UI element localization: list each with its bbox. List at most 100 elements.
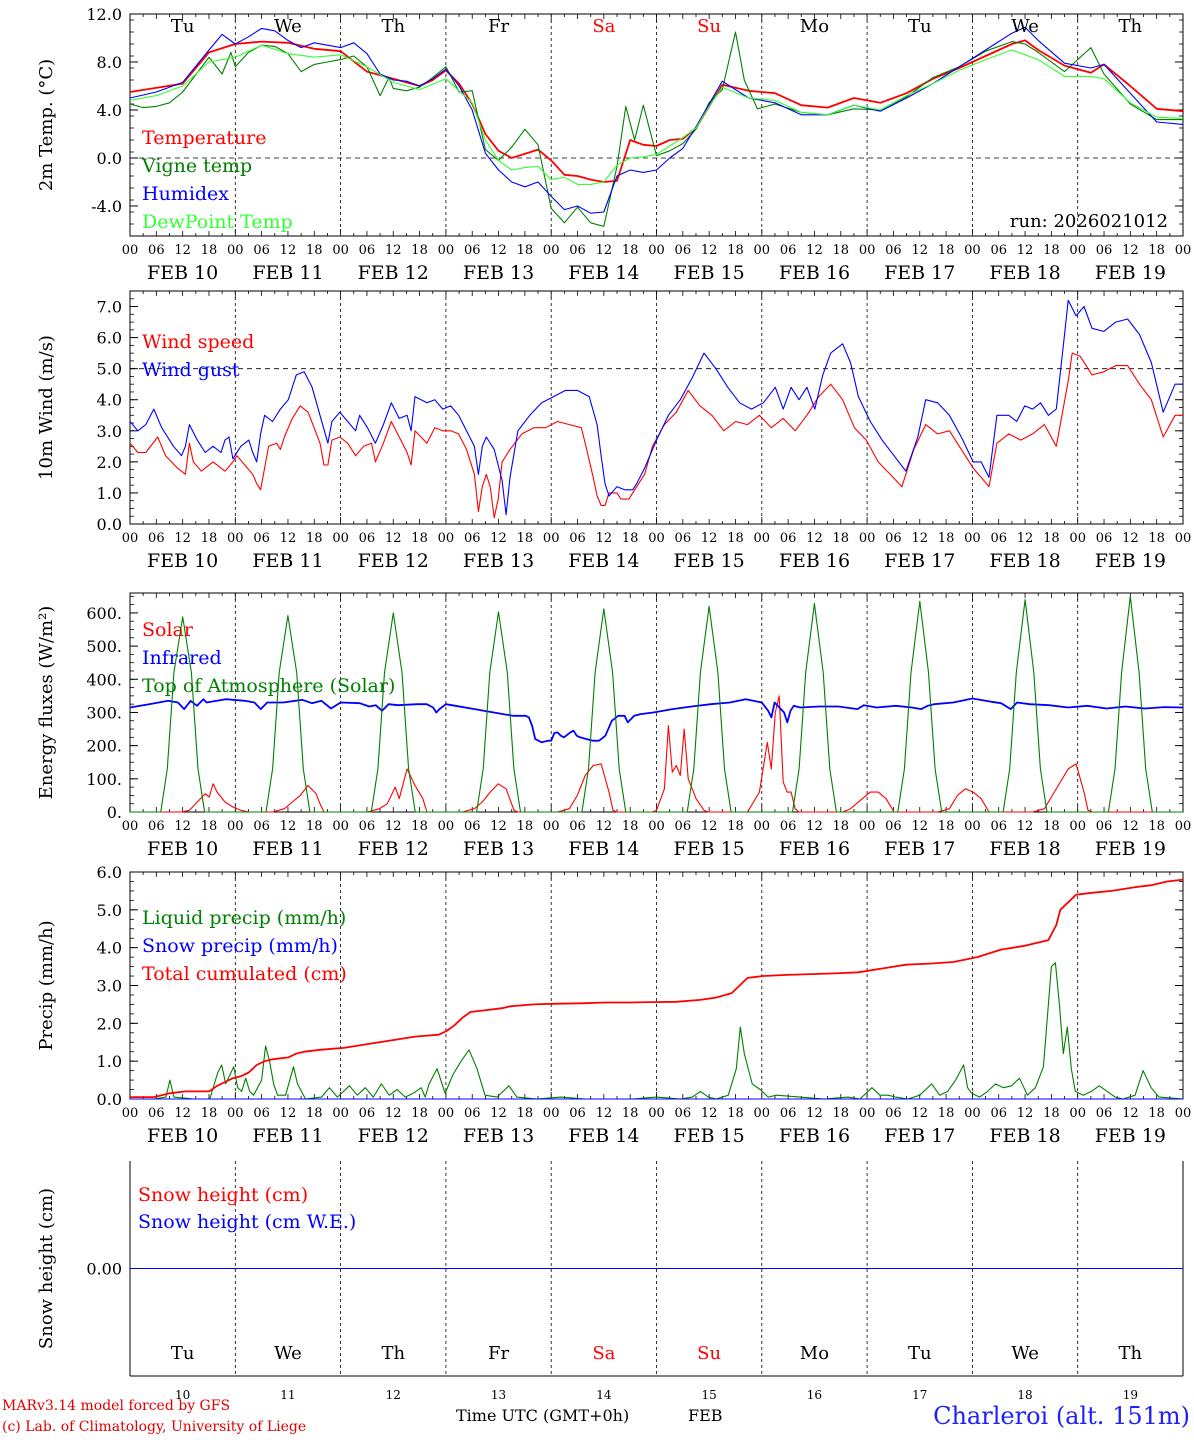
- hour-tick-label: 06: [569, 819, 586, 834]
- hour-tick-label: 06: [780, 819, 797, 834]
- y-tick-label: 100.: [86, 770, 122, 789]
- hour-tick-label: 00: [227, 243, 244, 258]
- run-label: run: 2026021012: [1010, 211, 1168, 232]
- day-number-label: 13: [491, 1388, 506, 1402]
- date-label: FEB 10: [147, 262, 218, 284]
- weekday-label: Fr: [488, 1343, 509, 1364]
- hour-tick-label: 00: [1175, 243, 1192, 258]
- weekday-label: We: [274, 1343, 302, 1364]
- date-label: FEB 19: [1095, 838, 1166, 860]
- hour-tick-label: 18: [833, 243, 850, 258]
- lab-credit: (c) Lab. of Climatology, University of L…: [2, 1419, 307, 1435]
- model-credit: MARv3.14 model forced by GFS: [2, 1398, 231, 1414]
- hour-tick-label: 18: [411, 1106, 428, 1121]
- y-tick-label: 2.0: [97, 1014, 122, 1033]
- y-axis-label: 10m Wind (m/s): [36, 335, 57, 480]
- hour-tick-label: 00: [332, 243, 349, 258]
- hour-tick-label: 00: [332, 531, 349, 546]
- hour-tick-label: 00: [859, 243, 876, 258]
- hour-tick-label: 00: [1175, 1106, 1192, 1121]
- hour-tick-label: 12: [1122, 243, 1139, 258]
- y-tick-label: 0.: [107, 803, 122, 822]
- series-line-humidex: [129, 26, 1184, 214]
- y-axis-label: 2m Temp. (°C): [36, 59, 57, 191]
- hour-tick-label: 06: [990, 819, 1007, 834]
- hour-tick-label: 00: [227, 531, 244, 546]
- hour-tick-label: 06: [569, 243, 586, 258]
- date-label: FEB 15: [674, 1125, 745, 1147]
- hour-tick-label: 12: [911, 1106, 928, 1121]
- hour-tick-label: 00: [332, 819, 349, 834]
- hour-tick-label: 12: [1122, 1106, 1139, 1121]
- date-label: FEB 14: [568, 262, 639, 284]
- y-tick-label: 5.0: [97, 360, 122, 379]
- hour-tick-label: 18: [938, 531, 955, 546]
- hour-tick-label: 12: [280, 819, 297, 834]
- y-tick-label: 2.0: [97, 453, 122, 472]
- hour-tick-label: 12: [911, 819, 928, 834]
- hour-tick-label: 12: [596, 243, 613, 258]
- x-axis-label: Time UTC (GMT+0h): [456, 1406, 630, 1425]
- hour-tick-label: 12: [174, 819, 191, 834]
- y-tick-label: 7.0: [97, 298, 122, 317]
- hour-tick-label: 12: [280, 1106, 297, 1121]
- date-label: FEB 13: [463, 262, 534, 284]
- hour-tick-label: 00: [754, 531, 771, 546]
- hour-tick-label: 12: [385, 243, 402, 258]
- date-label: FEB 14: [568, 1125, 639, 1147]
- hour-tick-label: 18: [1043, 531, 1060, 546]
- legend-entry: Liquid precip (mm/h): [142, 907, 346, 929]
- day-number-label: 18: [1017, 1388, 1032, 1402]
- hour-tick-label: 12: [1122, 819, 1139, 834]
- hour-tick-label: 00: [859, 819, 876, 834]
- hour-tick-label: 12: [701, 243, 718, 258]
- date-label: FEB 16: [779, 1125, 850, 1147]
- legend-entry: DewPoint Temp: [142, 211, 293, 233]
- hour-tick-label: 18: [306, 531, 323, 546]
- date-label: FEB 16: [779, 550, 850, 572]
- hour-tick-label: 00: [543, 1106, 560, 1121]
- hour-tick-label: 00: [648, 531, 665, 546]
- series-line-infrared: [129, 697, 1184, 744]
- hour-tick-label: 06: [148, 531, 165, 546]
- y-tick-label: 400.: [86, 670, 122, 689]
- hour-tick-label: 12: [490, 531, 507, 546]
- hour-tick-label: 18: [622, 1106, 639, 1121]
- legend-entry: Vigne temp: [141, 155, 252, 177]
- hour-tick-label: 18: [1148, 1106, 1165, 1121]
- hour-tick-label: 12: [1017, 1106, 1034, 1121]
- hour-tick-label: 06: [885, 531, 902, 546]
- hour-tick-label: 00: [122, 531, 139, 546]
- weekday-label: Th: [381, 16, 405, 37]
- hour-tick-label: 06: [148, 1106, 165, 1121]
- hour-tick-label: 18: [201, 819, 218, 834]
- date-label: FEB 12: [358, 838, 429, 860]
- y-tick-label: 3.0: [97, 422, 122, 441]
- hour-tick-label: 12: [911, 531, 928, 546]
- hour-tick-label: 00: [122, 243, 139, 258]
- date-label: FEB 14: [568, 550, 639, 572]
- legend-entry: Wind speed: [142, 331, 254, 353]
- hour-tick-label: 12: [174, 243, 191, 258]
- hour-tick-label: 00: [648, 1106, 665, 1121]
- date-label: FEB 11: [252, 262, 323, 284]
- hour-tick-label: 00: [1069, 1106, 1086, 1121]
- hour-tick-label: 00: [964, 243, 981, 258]
- hour-tick-label: 00: [1069, 531, 1086, 546]
- legend-entry: Temperature: [142, 127, 266, 149]
- hour-tick-label: 06: [1096, 819, 1113, 834]
- hour-tick-label: 12: [701, 1106, 718, 1121]
- hour-tick-label: 06: [675, 243, 692, 258]
- series-line-dewpoint-temp: [129, 44, 1184, 185]
- hour-tick-label: 06: [253, 531, 270, 546]
- date-label: FEB 12: [358, 550, 429, 572]
- series-line-vigne-temp: [129, 31, 1183, 227]
- hour-tick-label: 00: [964, 819, 981, 834]
- date-label: FEB 14: [568, 838, 639, 860]
- date-label: FEB 11: [252, 550, 323, 572]
- panel-5: 0.00 Snow height (cm) Snow height (cm) Snow…: [36, 1161, 1184, 1402]
- hour-tick-label: 12: [1017, 243, 1034, 258]
- hour-tick-label: 00: [964, 1106, 981, 1121]
- hour-tick-label: 18: [622, 531, 639, 546]
- legend-entry: Snow height (cm W.E.): [138, 1211, 356, 1233]
